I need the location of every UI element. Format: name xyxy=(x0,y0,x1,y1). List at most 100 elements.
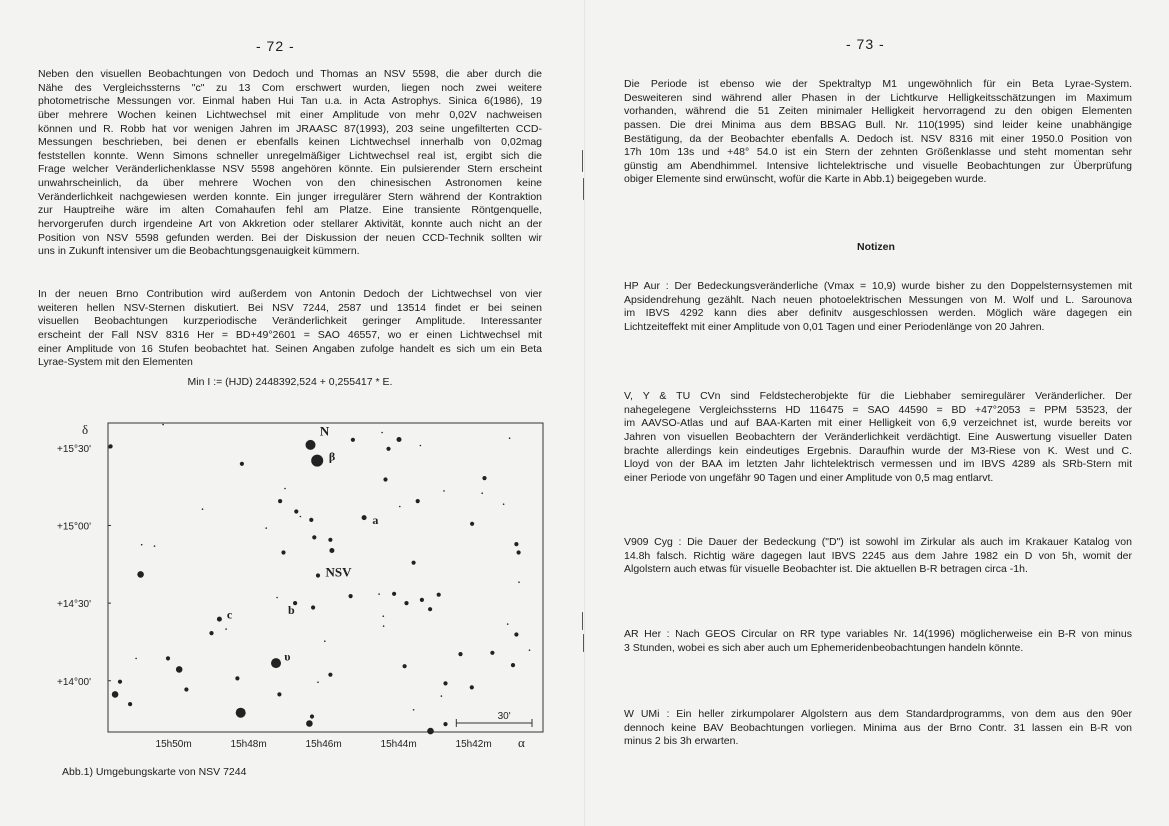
star xyxy=(216,616,222,622)
star xyxy=(350,437,355,442)
star xyxy=(427,727,434,735)
paragraph: Neben den visuellen Beobachtungen von De… xyxy=(38,68,542,259)
star xyxy=(415,499,420,504)
star xyxy=(278,499,283,504)
star xyxy=(514,542,519,547)
x-tick-label: 15h48m xyxy=(231,739,267,750)
text-line: AR Her : Nach GEOS Circular on RR type v… xyxy=(624,628,1132,640)
star xyxy=(508,437,511,440)
text-line: 3 Stunden, wobei es sich aber auch um Ep… xyxy=(624,641,1024,654)
star xyxy=(315,573,321,578)
star xyxy=(309,517,314,523)
formula: Min I := (HJD) 2448392,524 + 0,255417 * … xyxy=(187,376,393,388)
star xyxy=(506,623,509,625)
star xyxy=(294,509,299,514)
note-ar-her: AR Her : Nach GEOS Circular on RR type v… xyxy=(624,628,1132,655)
text-line: Bestätigung, da der Beobachter ebenfalls… xyxy=(624,132,1132,145)
text-line: In der neuen Brno Contribution wird auße… xyxy=(38,288,542,300)
star xyxy=(381,431,383,434)
star xyxy=(162,423,164,426)
star xyxy=(440,695,443,697)
text-line: visuellen Beobachtungen kurzperiodische … xyxy=(38,315,542,328)
star xyxy=(402,664,407,669)
star xyxy=(382,615,385,617)
text-line: V909 Cyg : Die Dauer der Bedeckung ("D")… xyxy=(624,536,1132,548)
page-number: - 72 - xyxy=(256,38,295,54)
star xyxy=(518,581,520,583)
x-tick-label: 15h46m xyxy=(306,739,342,750)
star xyxy=(392,591,397,596)
paragraph: Die Periode ist ebenso wie der Spektralt… xyxy=(624,78,1132,187)
star xyxy=(502,503,505,506)
star xyxy=(329,548,335,553)
y-tick-label: +14°00' xyxy=(57,677,91,688)
y-tick-label: +15°30' xyxy=(57,444,91,455)
text-line: weiteren hellen NSV-Sternen diskutiert. … xyxy=(38,301,542,314)
star xyxy=(419,597,424,603)
star xyxy=(436,592,441,597)
text-line: hervorgerufen durch irgendeine Art von A… xyxy=(38,218,542,231)
star xyxy=(201,508,204,511)
text-line: im AAVSO-Atlas und auf BAA-Karten mit ei… xyxy=(624,417,1132,430)
star xyxy=(386,446,391,451)
paragraph: In der neuen Brno Contribution wird auße… xyxy=(38,288,542,370)
pen-mark xyxy=(583,178,585,200)
star xyxy=(311,454,324,467)
star xyxy=(411,560,416,565)
chart-frame xyxy=(107,422,544,733)
star xyxy=(404,601,409,606)
text-line: günstig am Abendhimmel. Intensive lichte… xyxy=(624,159,1132,172)
x-tick-label: 15h44m xyxy=(381,739,417,750)
star xyxy=(482,476,487,481)
star xyxy=(383,477,388,482)
page-gutter xyxy=(584,0,585,826)
star xyxy=(443,681,448,686)
text-line: Die Periode ist ebenso wie der Spektralt… xyxy=(624,78,1132,90)
star xyxy=(458,652,463,657)
text-line: Frage welcher Veränderlichenklasse NSV 5… xyxy=(38,163,542,176)
star xyxy=(175,666,183,673)
text-line: unwahrscheinlich, da über mehrere Wochen… xyxy=(38,177,542,190)
y-axis-label: δ xyxy=(82,422,88,437)
y-tick-label: +14°30' xyxy=(57,599,91,610)
text-line: Apsidendrehung gezählt. Nach neuen photo… xyxy=(624,293,1132,306)
star xyxy=(265,527,268,529)
star xyxy=(235,676,240,681)
star xyxy=(305,439,316,450)
scale-bar-label: 30' xyxy=(498,711,511,722)
text-line: W UMi : Ein heller zirkumpolarer Algolst… xyxy=(624,708,1132,720)
text-line: Nähe des Vergleichssterns "c" zu 13 Com … xyxy=(38,81,542,94)
text-line: photometrische Messungen vor. Einmal hab… xyxy=(38,95,542,108)
star-label: b xyxy=(288,603,295,617)
star xyxy=(382,625,385,627)
star xyxy=(165,656,171,661)
pen-mark xyxy=(582,612,584,630)
star xyxy=(317,681,319,683)
star xyxy=(108,444,113,449)
star xyxy=(235,707,246,718)
star-label: NSV xyxy=(326,565,353,580)
star xyxy=(419,444,422,447)
star-label: a xyxy=(372,513,378,527)
text-line: uns in Zukunft intensiver um die Beobach… xyxy=(38,245,360,258)
text-line: HP Aur : Der Bedeckungsveränderliche (Vm… xyxy=(624,280,1132,292)
text-line: Lloyd von der BAA im letzten Jahr lichte… xyxy=(624,458,1132,471)
pen-mark xyxy=(582,150,584,172)
note-w-umi: W UMi : Ein heller zirkumpolarer Algolst… xyxy=(624,708,1132,749)
star xyxy=(378,593,380,595)
text-line: brachte allerdings kein eindeutiges Erge… xyxy=(624,444,1132,457)
text-line: erscheint der Fall NSV 8316 Her = BD+49°… xyxy=(38,328,542,341)
note-hp-aur: HP Aur : Der Bedeckungsveränderliche (Vm… xyxy=(624,280,1132,335)
x-tick-label: 15h50m xyxy=(156,739,192,750)
star xyxy=(490,650,495,655)
star xyxy=(443,490,445,492)
star xyxy=(209,631,214,636)
star xyxy=(470,521,475,526)
text-line: einer Amplitude von 16 Stufen beobachtet… xyxy=(38,342,542,355)
text-line: vorhanden, während die 51 Zeiten minimal… xyxy=(624,105,1132,118)
star xyxy=(239,461,244,466)
star xyxy=(225,628,227,630)
star xyxy=(309,714,315,719)
star xyxy=(140,543,143,546)
